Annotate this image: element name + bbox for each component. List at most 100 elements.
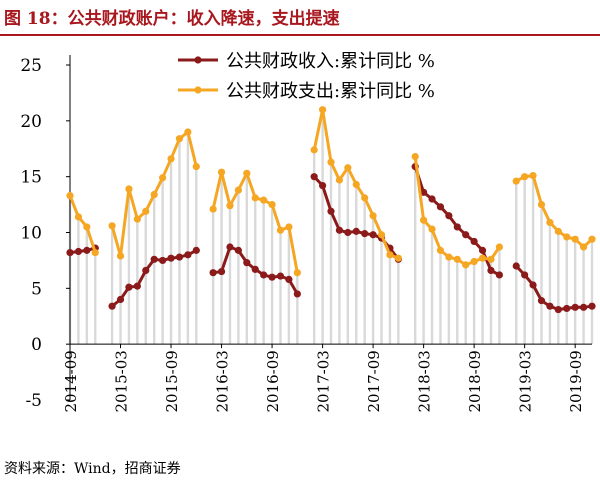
revenue-point (66, 249, 74, 257)
expenditure-point (563, 233, 571, 241)
revenue-point (142, 266, 150, 275)
revenue-point (74, 247, 83, 256)
revenue-point (310, 173, 318, 181)
line-chart: -5 0 5 10 15 20 25 2014-09 2015-03 2015-09 2016-03… (20, 51, 596, 413)
revenue-point (108, 302, 116, 310)
expenditure-point (209, 205, 217, 213)
expenditure-point (133, 215, 141, 223)
y-tick-label: 20 (20, 112, 42, 132)
expenditure-point (386, 251, 394, 259)
bar (590, 239, 594, 345)
legend-label: 公共财政收入:累计同比 % (226, 51, 435, 72)
expenditure-point (268, 200, 276, 209)
expenditure-point (462, 261, 470, 269)
source-note: 资料来源：Wind，招商证券 (4, 461, 181, 477)
revenue-point (226, 243, 234, 251)
revenue-point (462, 231, 470, 239)
bar (110, 225, 114, 345)
x-tick-label: 2017-09 (365, 350, 383, 412)
revenue-point (470, 237, 478, 246)
revenue-point (563, 304, 571, 313)
bar (94, 252, 97, 345)
bar (422, 220, 425, 345)
bar (77, 216, 80, 345)
revenue-point (184, 251, 192, 259)
y-tick-label: 10 (20, 224, 42, 244)
bar (548, 222, 552, 345)
expenditure-point (420, 216, 428, 224)
bar (447, 257, 451, 345)
expenditure-point (537, 200, 546, 209)
revenue-point (285, 275, 293, 283)
x-tick-label: 2018-09 (466, 350, 484, 412)
expenditure-point (276, 226, 285, 234)
y-tick-label: 15 (20, 168, 42, 188)
bar (144, 211, 147, 345)
revenue-point (116, 295, 125, 304)
revenue-point (276, 272, 285, 280)
expenditure-point (554, 227, 562, 235)
bar (237, 190, 240, 345)
revenue-point (521, 271, 529, 279)
expenditure-point (428, 225, 436, 233)
revenue-point (150, 255, 158, 263)
expenditure-point (478, 254, 487, 262)
revenue-point (512, 262, 520, 270)
revenue-point (260, 271, 268, 279)
bar (329, 162, 333, 345)
revenue-point (234, 246, 242, 254)
expenditure-line (515, 174, 594, 249)
revenue-line (515, 264, 593, 311)
bar (287, 226, 291, 345)
expenditure-point (159, 174, 167, 182)
bar (186, 132, 190, 345)
bar (498, 247, 501, 345)
revenue-point (133, 282, 141, 290)
title-rule (0, 34, 600, 36)
bar (573, 239, 577, 345)
bar (211, 209, 215, 345)
expenditure-point (125, 185, 133, 193)
bar (346, 167, 350, 345)
bar (178, 138, 181, 345)
bar (279, 230, 282, 345)
expenditure-point (260, 196, 268, 204)
revenue-point (554, 305, 562, 314)
bar (413, 156, 417, 345)
x-tick-label: 2018-03 (416, 350, 434, 412)
revenue-point (159, 256, 167, 265)
expenditure-point (571, 235, 579, 243)
bar (228, 205, 232, 345)
expenditure-point (150, 190, 158, 199)
revenue-point (251, 265, 259, 273)
expenditure-point (453, 255, 461, 263)
expenditure-point (74, 213, 83, 221)
expenditure-point (529, 171, 537, 180)
bar (557, 231, 560, 345)
revenue-point (487, 266, 495, 275)
bar (127, 188, 131, 345)
revenue-point (209, 269, 217, 277)
bar (321, 109, 324, 345)
revenue-point (83, 246, 91, 254)
x-tick-label: 2014-09 (62, 350, 80, 412)
revenue-point (335, 226, 344, 234)
expenditure-point (83, 223, 91, 231)
bar (481, 258, 484, 345)
expenditure-point (175, 135, 184, 143)
revenue-point (445, 212, 453, 220)
x-tick-label: 2015-09 (163, 350, 181, 412)
revenue-point (529, 281, 537, 289)
revenue-point (588, 302, 596, 310)
expenditure-point (66, 192, 74, 200)
expenditure-point (411, 152, 419, 161)
revenue-point (167, 254, 175, 262)
expenditure-point (318, 106, 327, 114)
bar (85, 226, 89, 345)
y-tick-label: 0 (31, 335, 42, 355)
expenditure-point (470, 257, 478, 266)
expenditure-point (445, 253, 453, 261)
x-tick-label: 2019-03 (517, 350, 535, 412)
revenue-point (243, 259, 251, 267)
bar (531, 175, 535, 345)
